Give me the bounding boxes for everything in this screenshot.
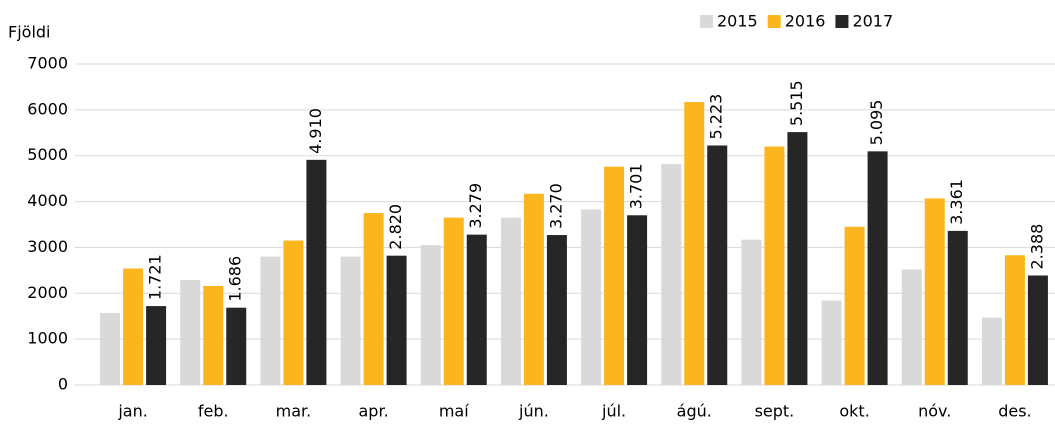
bar [604,166,625,385]
x-tick-label: ágú. [677,402,712,421]
data-label: 3.279 [466,183,485,229]
bar [707,145,728,385]
data-label: 2.820 [386,204,405,250]
bar [581,209,602,385]
y-tick-label: 7000 [27,54,68,73]
x-tick-label: jún. [518,402,549,421]
x-tick-label: des. [998,402,1031,421]
bar [546,235,567,385]
bar [340,256,361,385]
bar [306,159,327,385]
x-tick-label: okt. [839,402,869,421]
data-label: 5.095 [867,100,886,146]
y-tick-label: 6000 [27,99,68,118]
bar [627,215,648,385]
y-axis-label: Fjöldi [8,23,50,42]
legend-label: 2015 [717,12,758,31]
bar [123,268,144,385]
x-tick-label: apr. [359,402,389,421]
bar [100,313,121,385]
bar [1004,255,1025,385]
data-label: 3.361 [947,179,966,225]
legend-swatch [835,15,849,28]
bar [363,213,384,385]
x-tick-label: maí [439,402,469,421]
bar [203,285,224,385]
y-tick-label: 1000 [27,329,68,348]
x-tick-label: feb. [198,402,229,421]
bar [787,132,808,385]
bar [523,193,544,385]
bar [684,102,705,385]
data-label: 2.388 [1027,224,1046,270]
data-label: 1.686 [226,256,245,302]
x-tick-label: júl. [601,402,626,421]
bar [146,306,167,385]
bar [947,230,968,385]
x-tick-label: mar. [276,402,312,421]
y-tick-label: 5000 [27,145,68,164]
data-label: 5.515 [787,80,806,126]
bar [443,217,464,385]
bar [500,217,521,385]
data-label: 3.270 [546,183,565,229]
bar [386,255,407,385]
bar [1027,275,1048,385]
bar [981,317,1002,385]
bar [764,146,785,385]
bar [661,163,682,385]
bar [283,240,304,385]
x-tick-label: nóv. [918,402,951,421]
legend-label: 2017 [852,12,893,31]
bar [924,198,945,385]
bar [420,245,441,385]
bar [180,279,201,385]
x-tick-label: sept. [755,402,795,421]
x-tick-label: jan. [117,402,147,421]
y-tick-label: 2000 [27,283,68,302]
y-tick-label: 0 [58,375,68,394]
bar [844,226,865,385]
data-label: 3.701 [627,163,646,209]
bar [821,300,842,385]
y-tick-label: 3000 [27,237,68,256]
bar [867,151,888,385]
y-tick-label: 4000 [27,191,68,210]
bar [901,269,922,385]
legend-label: 2016 [785,12,826,31]
data-label: 5.223 [707,94,726,140]
bar [466,234,487,385]
legend-swatch [700,15,713,28]
bar [741,239,762,385]
data-label: 1.721 [146,254,165,300]
bar [226,307,247,385]
legend-swatch [767,15,781,28]
data-label: 4.910 [306,108,325,154]
bar [260,256,281,385]
